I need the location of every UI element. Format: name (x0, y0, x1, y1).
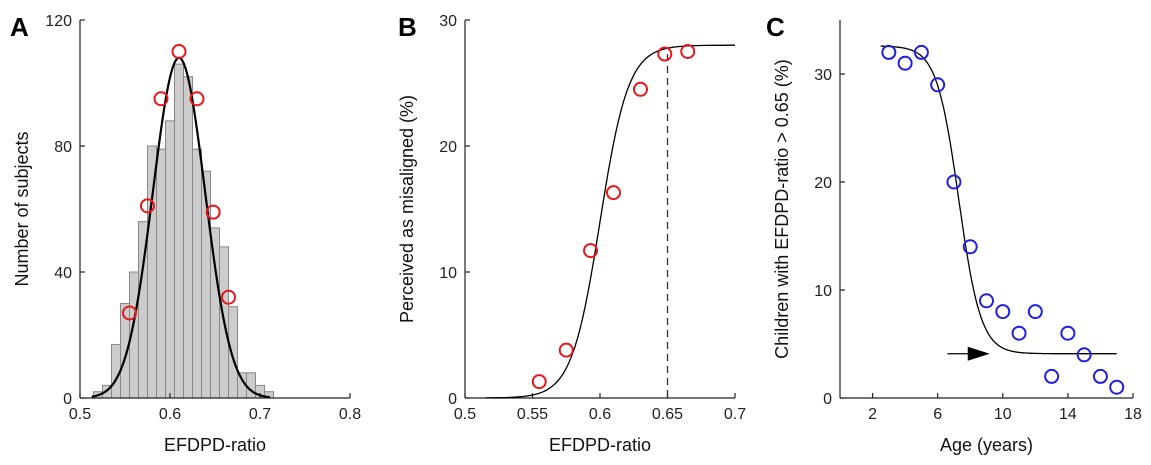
histogram-bar (183, 76, 193, 399)
data-point (962, 239, 978, 255)
data-point (633, 81, 648, 97)
x-tick-label: 18 (1124, 406, 1142, 423)
data-point (140, 198, 155, 214)
x-tick-label: 0.6 (159, 406, 181, 423)
x-axis-label: EFDPD-ratio (164, 435, 266, 455)
histogram-bar (210, 227, 220, 399)
x-tick-label: 0.7 (724, 406, 746, 423)
histogram-bar (246, 372, 256, 399)
histogram-bar (192, 148, 202, 399)
data-point (1076, 347, 1092, 363)
panel-letter: C (766, 12, 785, 42)
data-point (1044, 368, 1060, 384)
data-point (995, 304, 1011, 320)
y-tick-label: 20 (439, 139, 457, 156)
data-point (205, 204, 221, 220)
data-point (171, 44, 187, 59)
data-point (913, 44, 929, 60)
y-axis-label: Children with EFDPD-ratio > 0.65 (%) (772, 59, 792, 359)
data-point (558, 342, 574, 358)
data-point (583, 243, 599, 259)
y-tick-label: 120 (45, 13, 72, 30)
y-axis-label: Number of subjects (12, 131, 32, 286)
y-axis-label: Perceived as misaligned (%) (397, 95, 417, 323)
x-tick-label: 0.6 (589, 406, 611, 423)
data-point (122, 305, 137, 321)
x-tick-label: 10 (994, 406, 1012, 423)
x-tick-label: 0.55 (517, 406, 548, 423)
data-point (1092, 368, 1108, 384)
x-tick-label: 6 (933, 406, 942, 423)
x-tick-label: 0.8 (339, 406, 361, 423)
data-point (979, 293, 994, 309)
panel-c: C 2 6 10 14 18 0 10 20 30 Age (years) Children with… (766, 12, 1142, 455)
y-tick-label: 10 (814, 283, 832, 300)
y-tick-label: 0 (823, 391, 832, 408)
y-tick-label: 80 (54, 139, 72, 156)
x-tick-label: 0.5 (69, 406, 91, 423)
histogram-bar (165, 120, 175, 399)
arrow-head (967, 346, 990, 361)
panel-letter: B (398, 12, 417, 42)
y-tick-label: 10 (439, 265, 457, 282)
fit-curve (485, 44, 735, 399)
data-point (946, 174, 962, 190)
y-tick-label: 0 (63, 391, 72, 408)
histogram-bar (147, 145, 157, 399)
data-point (531, 374, 547, 390)
data-point (1011, 325, 1027, 341)
data-point (153, 91, 169, 107)
data-point (1109, 379, 1125, 395)
data-point (930, 77, 946, 93)
y-tick-label: 30 (814, 67, 832, 84)
panel-a: A 0.5 0.6 0.7 0.8 0 40 80 120 EFDPD-ratio Number o… (10, 12, 361, 455)
histogram-bar (156, 148, 166, 399)
y-tick-label: 0 (448, 391, 457, 408)
data-point (221, 289, 236, 305)
x-axis-label: Age (years) (940, 435, 1033, 455)
data-point (1060, 325, 1076, 341)
x-tick-label: 0.7 (249, 406, 271, 423)
y-tick-label: 20 (814, 175, 832, 192)
histogram-bar (174, 63, 184, 399)
data-point (680, 44, 696, 59)
data-point (657, 46, 673, 62)
data-point (189, 91, 205, 107)
data-point (606, 185, 621, 201)
data-point (1027, 304, 1043, 320)
histogram-bar (228, 306, 238, 399)
y-tick-label: 30 (439, 13, 457, 30)
x-tick-label: 14 (1059, 406, 1077, 423)
y-tick-label: 40 (54, 265, 72, 282)
data-point (897, 55, 913, 71)
data-point (881, 44, 897, 60)
panel-b: B 0.5 0.55 0.6 0.65 0.7 0 10 20 30 EFDPD-ratio Perc… (397, 12, 746, 455)
panel-letter: A (10, 12, 29, 42)
x-tick-label: 2 (868, 406, 877, 423)
x-tick-label: 0.65 (652, 406, 683, 423)
x-axis-label: EFDPD-ratio (549, 435, 651, 455)
x-tick-label: 0.5 (454, 406, 476, 423)
